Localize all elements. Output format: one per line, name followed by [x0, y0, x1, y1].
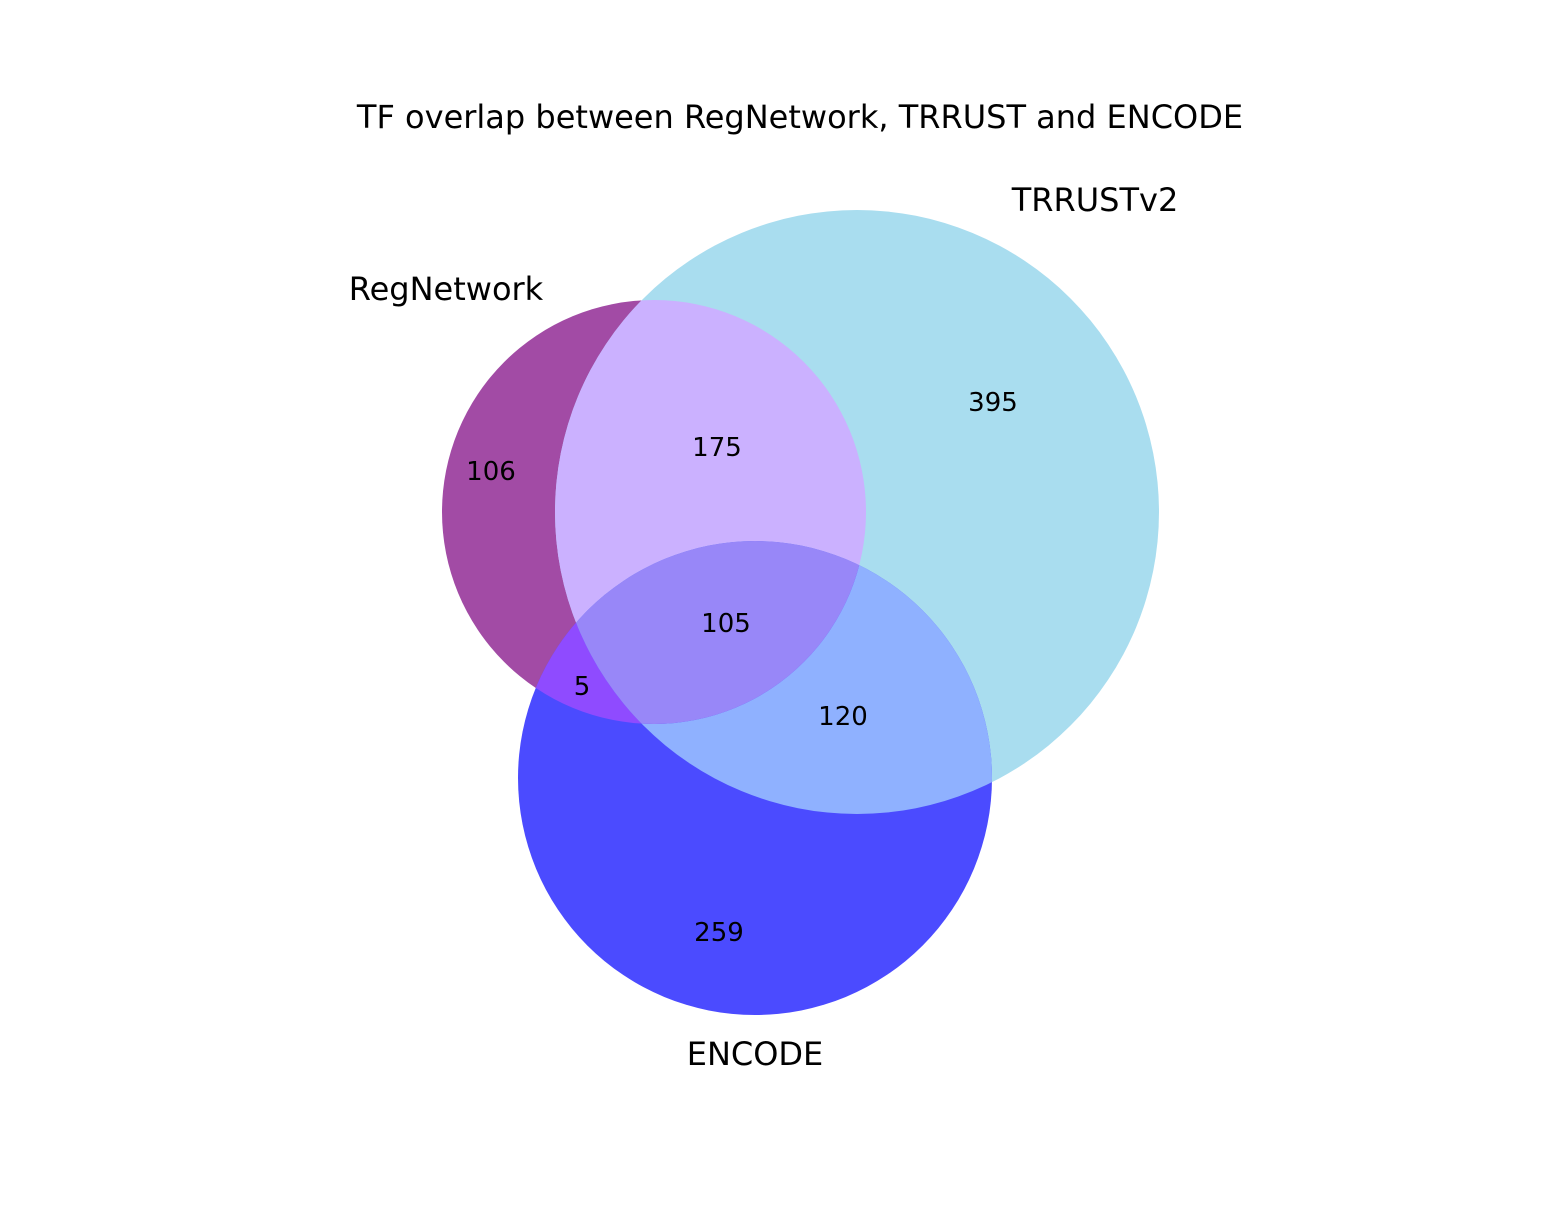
region-all-three — [555, 541, 866, 724]
count-regnetwork-encode: 5 — [574, 672, 591, 702]
count-encode-only: 259 — [694, 918, 744, 948]
set-label-trrust: TRRUSTv2 — [1011, 181, 1179, 219]
count-trrust-encode: 120 — [818, 702, 868, 732]
count-all-three: 105 — [701, 609, 751, 639]
set-label-encode: ENCODE — [687, 1035, 824, 1073]
diagram-title: TF overlap between RegNetwork, TRRUST an… — [356, 98, 1243, 136]
count-regnetwork-trrust: 175 — [692, 433, 742, 463]
count-trrust-only: 395 — [968, 388, 1018, 418]
set-label-regnetwork: RegNetwork — [349, 270, 544, 308]
count-regnetwork-only: 106 — [466, 457, 516, 487]
